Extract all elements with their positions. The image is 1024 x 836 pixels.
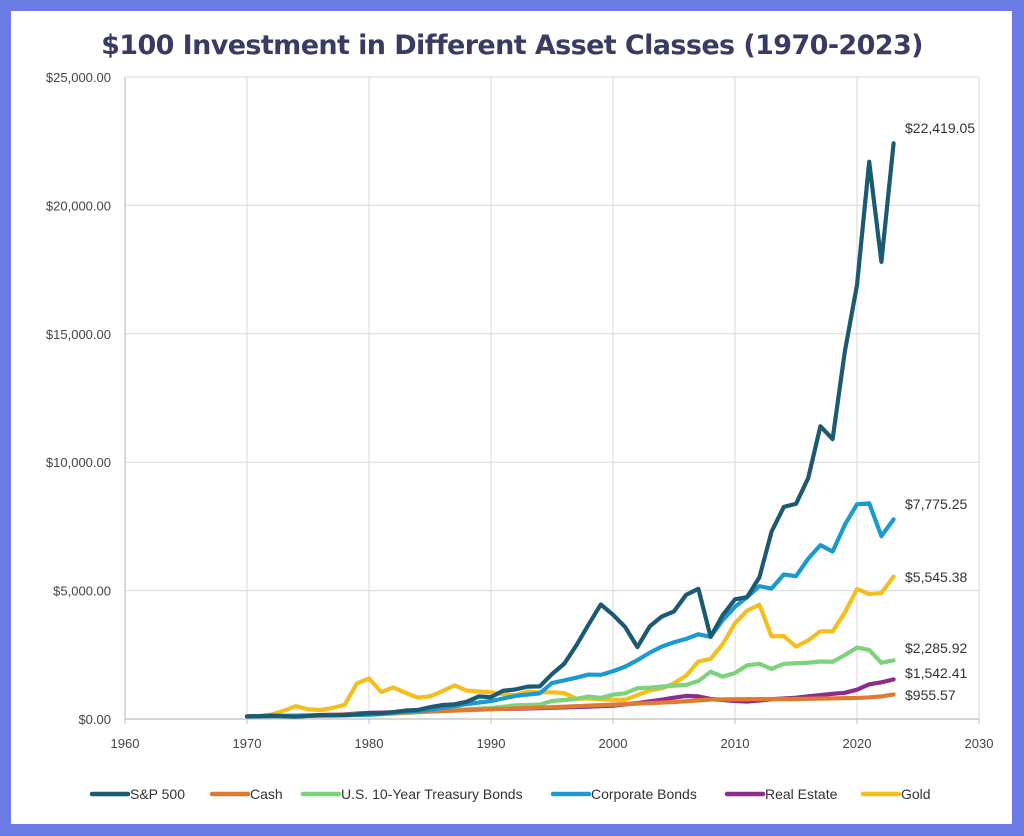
- legend-label: U.S. 10-Year Treasury Bonds: [341, 786, 523, 802]
- end-label: $955.57: [905, 687, 956, 703]
- end-label: $22,419.05: [905, 120, 975, 136]
- y-tick-label: $15,000.00: [46, 327, 111, 342]
- y-tick-label: $10,000.00: [46, 455, 111, 470]
- series-line-s-p-500: [244, 141, 896, 719]
- end-label: $2,285.92: [905, 640, 967, 656]
- y-tick-label: $0.00: [78, 712, 111, 727]
- y-tick-labels: $0.00 $5,000.00 $10,000.00 $15,000.00 $20,00…: [46, 70, 111, 727]
- x-tick-label: 2000: [599, 736, 628, 751]
- end-label: $1,542.41: [905, 665, 967, 681]
- x-tick-label: 1990: [477, 736, 506, 751]
- x-tick-label: 2030: [965, 736, 994, 751]
- x-tick-label: 1960: [111, 736, 140, 751]
- x-tick-label: 1980: [355, 736, 384, 751]
- series-lines: [244, 141, 896, 719]
- y-tick-label: $25,000.00: [46, 70, 111, 85]
- legend-label: Gold: [901, 786, 931, 802]
- series-line-corporate-bonds: [244, 501, 896, 719]
- series-line-u-s-10-year-treasury-bonds: [244, 645, 896, 719]
- axes: [124, 77, 980, 724]
- legend-label: S&P 500: [130, 786, 185, 802]
- series-line-gold: [244, 574, 896, 719]
- y-tick-label: $20,000.00: [46, 198, 111, 213]
- x-tick-label: 1970: [233, 736, 262, 751]
- x-tick-label: 2010: [721, 736, 750, 751]
- legend-label: Real Estate: [765, 786, 838, 802]
- legend-label: Cash: [250, 786, 283, 802]
- end-label: $7,775.25: [905, 496, 967, 512]
- chart-title: $100 Investment in Different Asset Class…: [101, 30, 923, 61]
- end-label: $5,545.38: [905, 569, 967, 585]
- legend: S&P 500 Cash U.S. 10-Year Treasury Bonds Co…: [89, 786, 931, 802]
- grid-lines: [125, 76, 980, 719]
- x-tick-label: 2020: [843, 736, 872, 751]
- legend-label: Corporate Bonds: [591, 786, 697, 802]
- x-tick-labels: 1960 1970 1980 1990 2000 2010 2020 2030: [111, 736, 994, 751]
- y-tick-label: $5,000.00: [53, 584, 111, 599]
- end-value-labels: $22,419.05 $955.57 $2,285.92 $7,775.25 $1,54…: [905, 120, 975, 703]
